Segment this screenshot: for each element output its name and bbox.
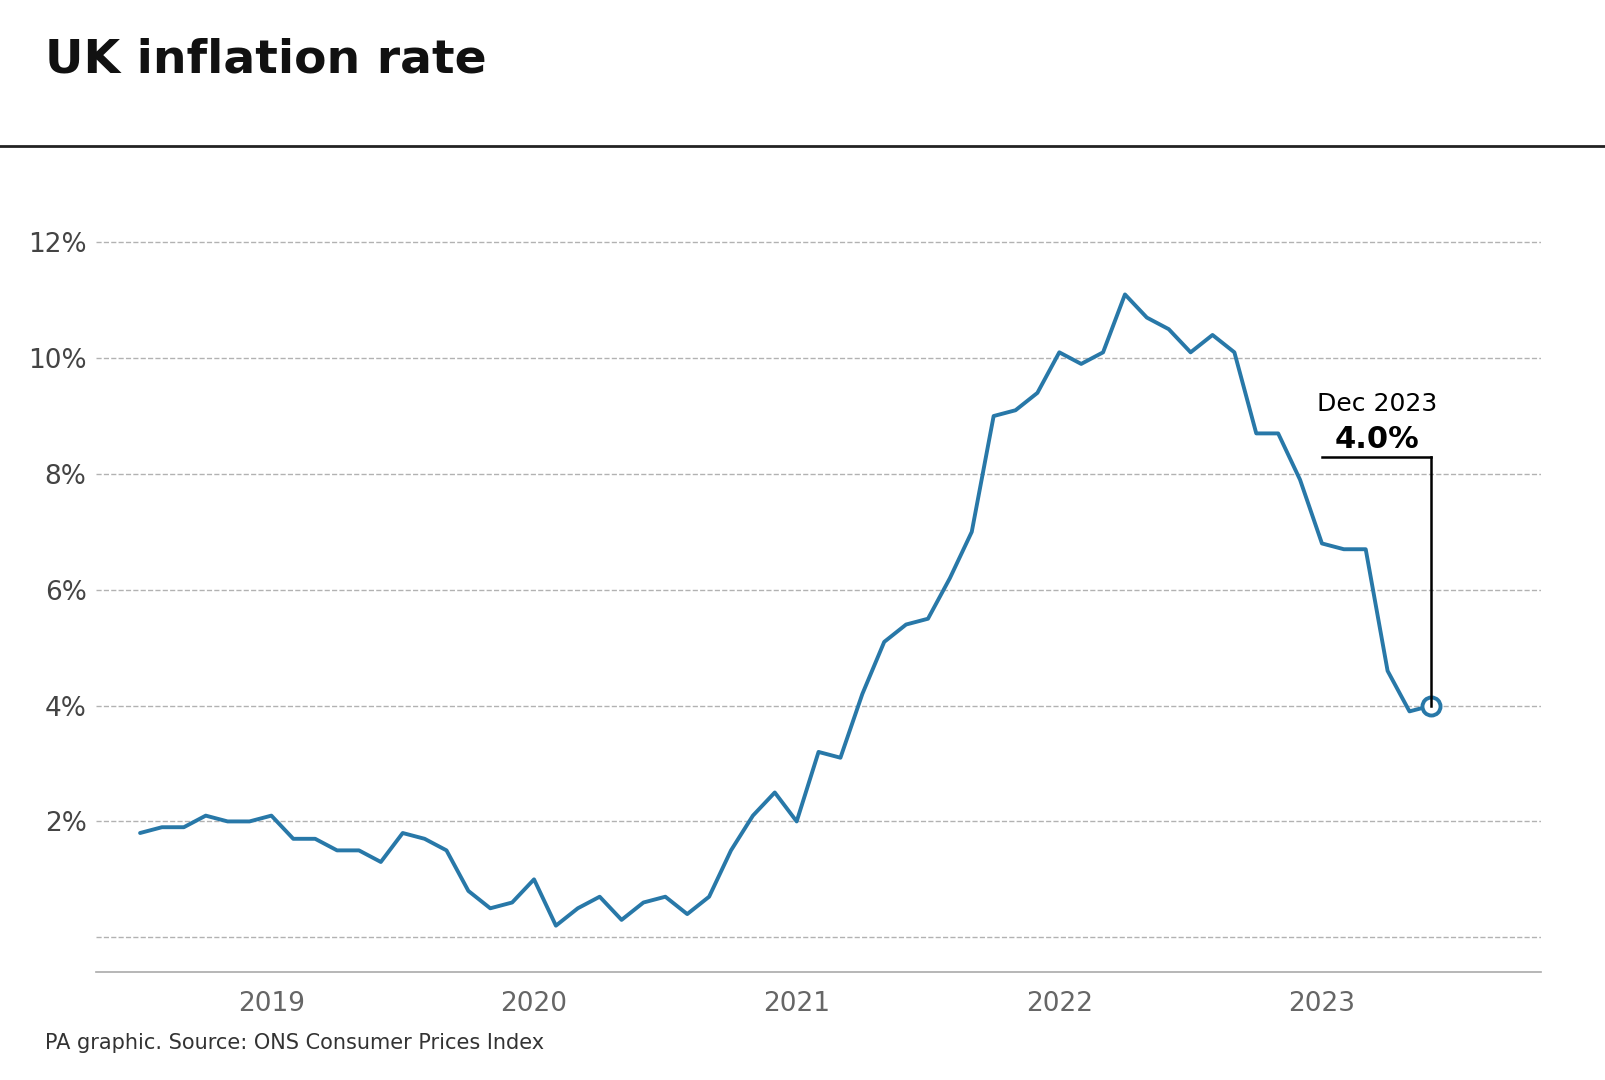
Text: UK inflation rate: UK inflation rate (45, 38, 486, 83)
Text: Dec 2023: Dec 2023 (1316, 392, 1436, 416)
Text: 4.0%: 4.0% (1334, 424, 1419, 454)
Text: PA graphic. Source: ONS Consumer Prices Index: PA graphic. Source: ONS Consumer Prices … (45, 1032, 544, 1053)
